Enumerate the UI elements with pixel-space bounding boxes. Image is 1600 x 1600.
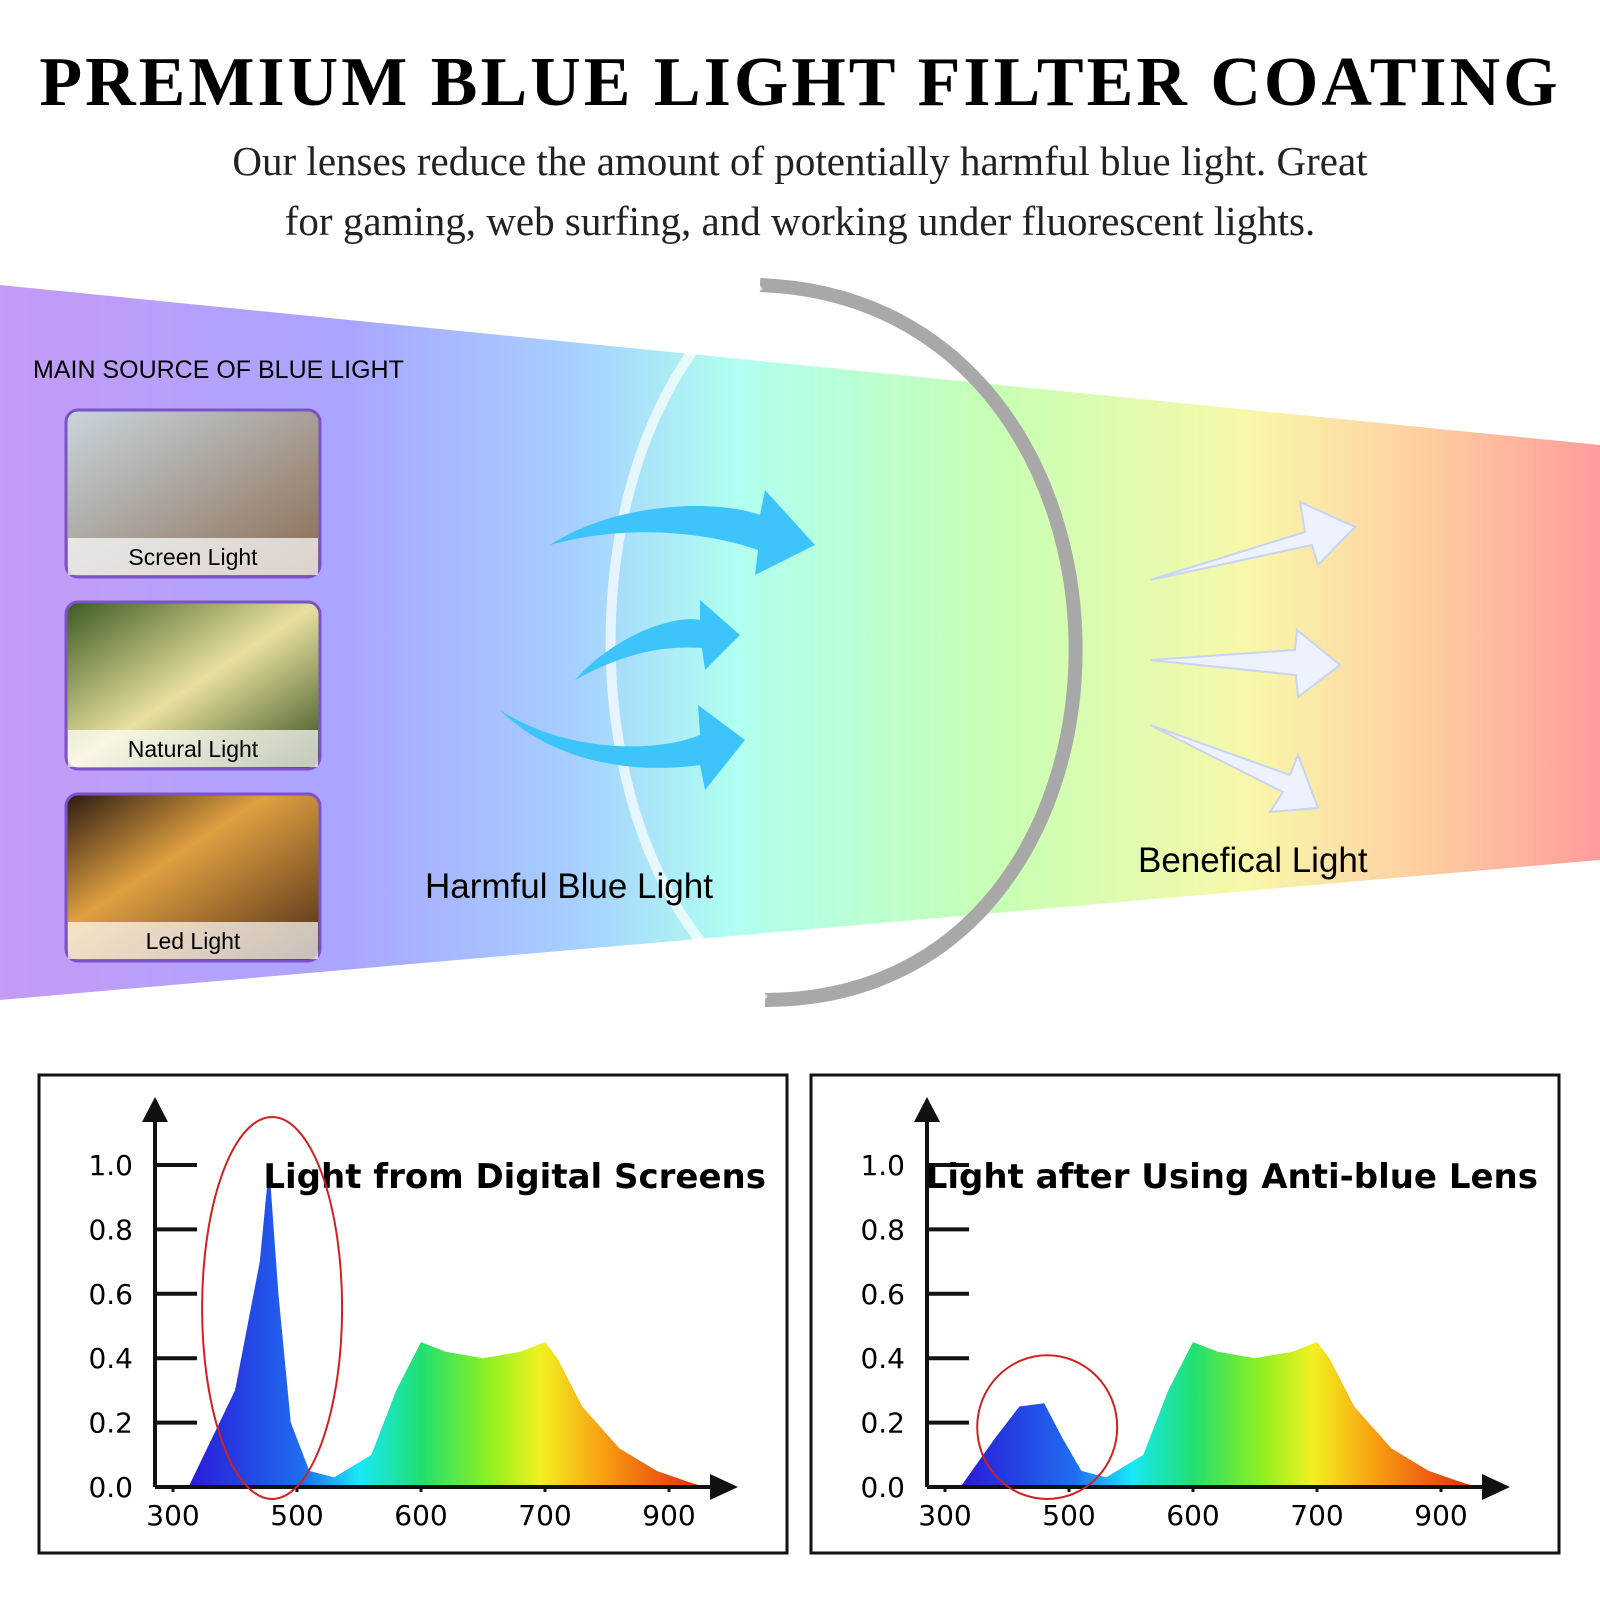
x-tick-label: 700 (518, 1499, 571, 1532)
x-tick-label: 500 (270, 1499, 323, 1532)
y-tick-label: 1.0 (88, 1149, 133, 1182)
harmful-label: Harmful Blue Light (425, 867, 713, 906)
chart-title: Light from Digital Screens (263, 1157, 766, 1197)
source-card: Natural Light (64, 600, 322, 771)
lens-rim (759, 278, 1083, 1007)
x-tick-label: 700 (1290, 1499, 1343, 1532)
subtitle-line: for gaming, web surfing, and working und… (285, 198, 1315, 244)
y-tick-label: 0.8 (860, 1213, 905, 1246)
highlight-ring (976, 1354, 1119, 1501)
source-label: Natural Light (128, 736, 259, 762)
y-tick-label: 0.2 (860, 1407, 905, 1440)
y-tick-label: 0.6 (88, 1278, 133, 1311)
spectrum-area (188, 1165, 707, 1487)
y-tick-label: 0.4 (860, 1342, 905, 1375)
x-tick-label: 500 (1042, 1499, 1095, 1532)
x-tick-label: 900 (642, 1499, 695, 1532)
chart-title: Light after Using Anti-blue Lens (926, 1157, 1538, 1197)
source-card: Screen Light (64, 408, 322, 579)
beneficial-label: Benefical Light (1138, 841, 1368, 880)
y-tick-label: 0.2 (88, 1407, 133, 1440)
y-tick-label: 0.8 (88, 1213, 133, 1246)
y-tick-label: 0.0 (860, 1471, 905, 1504)
highlight-ring (201, 1116, 344, 1500)
x-tick-label: 600 (394, 1499, 447, 1532)
y-tick-label: 1.0 (860, 1149, 905, 1182)
source-card: Led Light (64, 792, 322, 963)
beneficial-arrows (1149, 500, 1357, 814)
y-tick-label: 0.0 (88, 1471, 133, 1504)
harmful-arrows (500, 490, 815, 790)
title: PREMIUM BLUE LIGHT FILTER COATING (39, 44, 1560, 121)
x-tick-label: 900 (1414, 1499, 1467, 1532)
spectrum-area (960, 1342, 1479, 1487)
y-tick-label: 0.6 (860, 1278, 905, 1311)
light-beam (0, 285, 1600, 1000)
sources-heading: MAIN SOURCE OF BLUE LIGHT (33, 356, 404, 384)
x-tick-label: 600 (1166, 1499, 1219, 1532)
x-tick-label: 300 (146, 1499, 199, 1532)
y-tick-label: 0.4 (88, 1342, 133, 1375)
axes (925, 1120, 1484, 1489)
subtitle-line: Our lenses reduce the amount of potentia… (232, 138, 1368, 184)
source-label: Screen Light (128, 544, 258, 570)
source-label: Led Light (146, 928, 241, 954)
x-tick-label: 300 (918, 1499, 971, 1532)
lens-edge (605, 280, 768, 1005)
